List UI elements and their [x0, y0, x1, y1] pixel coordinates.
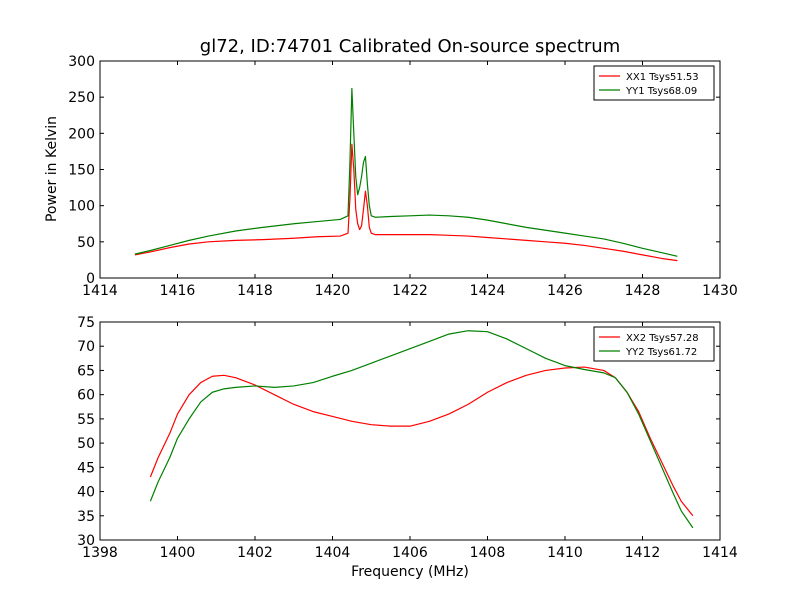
y-tick-label: 35	[77, 509, 95, 525]
y-tick-label: 55	[77, 412, 95, 428]
series-line-2-2	[149, 330, 694, 529]
y-tick-label: 100	[68, 199, 95, 215]
x-tick-label: 1422	[392, 283, 428, 299]
x-tick-label: 1416	[160, 283, 196, 299]
legend-box	[593, 65, 715, 101]
x-tick-label: 1424	[470, 283, 506, 299]
x-tick-label: 1412	[625, 545, 661, 561]
y-tick-label: 150	[68, 163, 95, 179]
y-tick-label: 45	[77, 460, 95, 476]
y-tick-label: 200	[68, 126, 95, 142]
legend-label: XX1 Tsys51.53	[626, 72, 699, 83]
x-tick-label: 1406	[392, 545, 428, 561]
legend-label: YY1 Tsys68.09	[625, 86, 697, 97]
series-line-1-1	[134, 143, 678, 262]
y-tick-label: 30	[77, 533, 95, 549]
x-tick-label: 1430	[702, 283, 738, 299]
bottom-panel: 1398 1400 1402 1404 1406 1408 1410 1412 1414 30 35…	[77, 315, 738, 561]
legend: XX1 Tsys51.53 YY1 Tsys68.09	[593, 65, 715, 101]
x-tick-label: 1420	[315, 283, 351, 299]
y-tick-label: 0	[86, 271, 95, 287]
bottom-x-axis-label: Frequency (MHz)	[351, 564, 469, 580]
y-tick-label: 50	[77, 235, 95, 251]
top-y-axis-label: Power in Kelvin	[44, 116, 60, 222]
chart-title: gl72, ID:74701 Calibrated On-source spec…	[200, 36, 620, 57]
y-tick-label: 250	[68, 90, 95, 106]
y-tick-label: 75	[77, 315, 95, 331]
legend-box	[593, 326, 715, 362]
x-tick-label: 1404	[315, 545, 351, 561]
x-tick-label: 1414	[82, 283, 118, 299]
y-tick-label: 70	[77, 339, 95, 355]
series-line-1-2	[134, 87, 678, 257]
x-tick-label: 1402	[237, 545, 273, 561]
x-tick-label: 1428	[625, 283, 661, 299]
y-tick-label: 300	[68, 54, 95, 70]
top-panel: 1414 1416 1418 1420 1422 1424 1426 1428 1430 0 50 1…	[68, 54, 738, 299]
x-tick-label: 1414	[702, 545, 738, 561]
x-tick-label: 1398	[82, 545, 118, 561]
x-tick-label: 1410	[547, 545, 583, 561]
legend-label: XX2 Tsys57.28	[626, 333, 699, 344]
y-tick-label: 65	[77, 363, 95, 379]
legend: XX2 Tsys57.28 YY2 Tsys61.72	[593, 326, 715, 362]
legend-label: YY2 Tsys61.72	[625, 347, 697, 358]
x-tick-label: 1408	[470, 545, 506, 561]
y-tick-label: 50	[77, 436, 95, 452]
x-tick-label: 1400	[160, 545, 196, 561]
y-tick-label: 40	[77, 485, 95, 501]
x-tick-label: 1418	[237, 283, 273, 299]
x-tick-label: 1426	[547, 283, 583, 299]
y-tick-label: 60	[77, 388, 95, 404]
